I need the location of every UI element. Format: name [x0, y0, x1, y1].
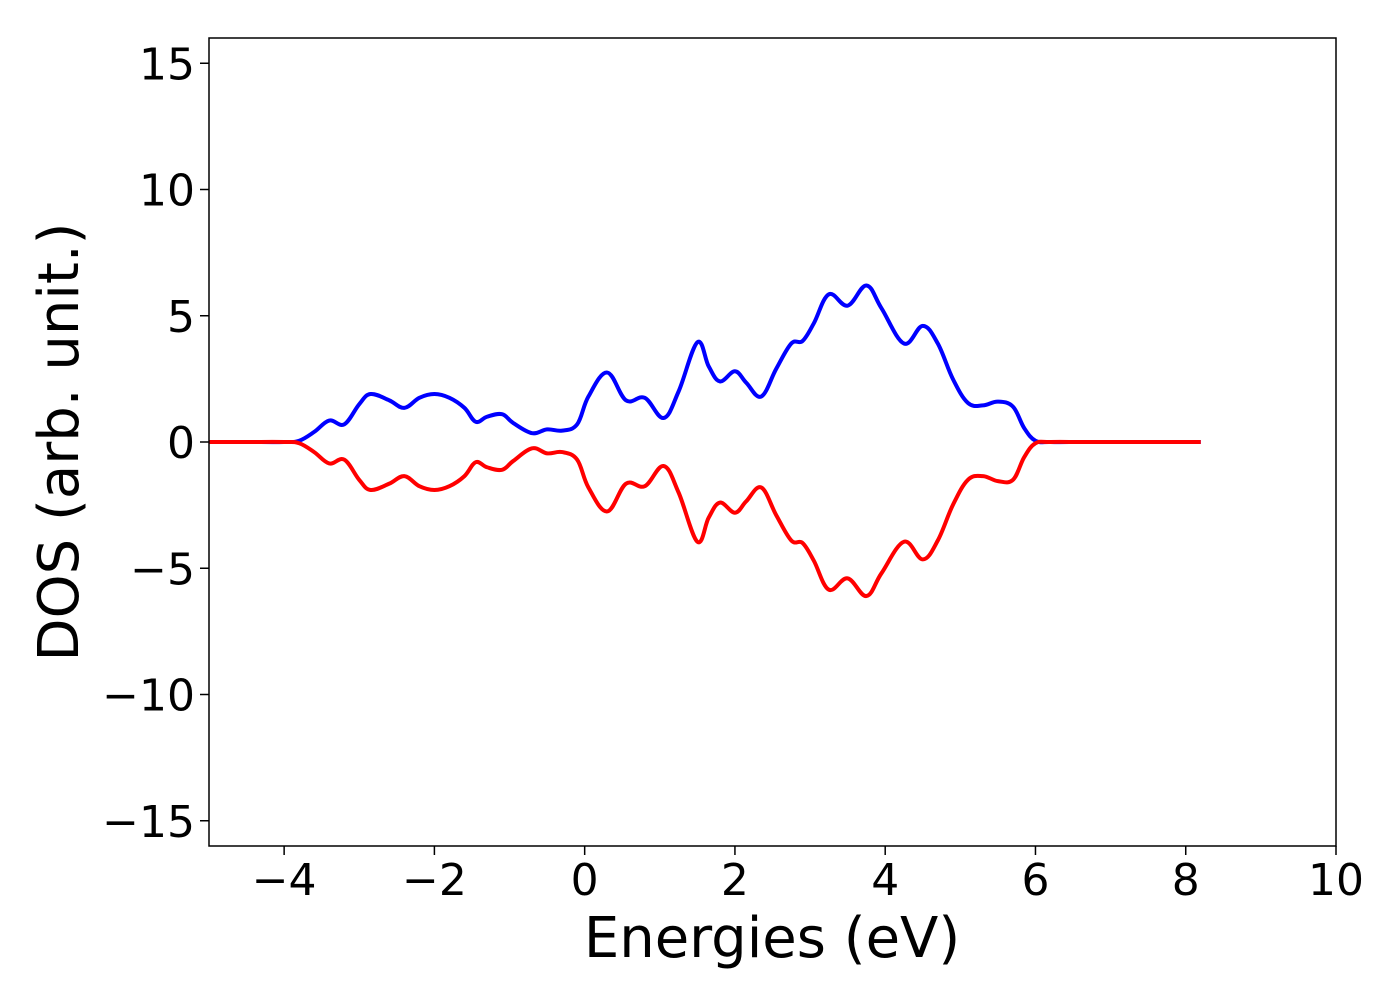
series-layer [209, 283, 1201, 599]
y-axis-ticks: −15 −10 −5 0 5 10 15 [102, 39, 209, 848]
x-tick-label: −2 [402, 855, 467, 906]
x-tick-label: 6 [1021, 855, 1049, 906]
y-tick-label: 0 [167, 418, 195, 469]
x-tick-label: 8 [1172, 855, 1200, 906]
x-axis-ticks: −4 −2 0 2 4 6 8 10 [252, 846, 1364, 906]
x-axis-title: Energies (eV) [584, 906, 960, 971]
y-tick-label: −15 [102, 797, 195, 848]
x-tick-label: 4 [871, 855, 899, 906]
x-tick-label: −4 [252, 855, 317, 906]
y-axis-title: DOS (arb. unit.) [27, 222, 92, 661]
series-line-1 [209, 439, 1201, 599]
y-tick-label: 10 [139, 166, 195, 217]
y-tick-label: 15 [139, 39, 195, 90]
series-line-0 [209, 283, 1201, 445]
x-tick-label: 2 [721, 855, 749, 906]
x-tick-label: 10 [1308, 855, 1364, 906]
y-tick-label: −10 [102, 671, 195, 722]
x-tick-label: 0 [571, 855, 599, 906]
y-tick-label: −5 [130, 544, 195, 595]
y-tick-label: 5 [167, 292, 195, 343]
